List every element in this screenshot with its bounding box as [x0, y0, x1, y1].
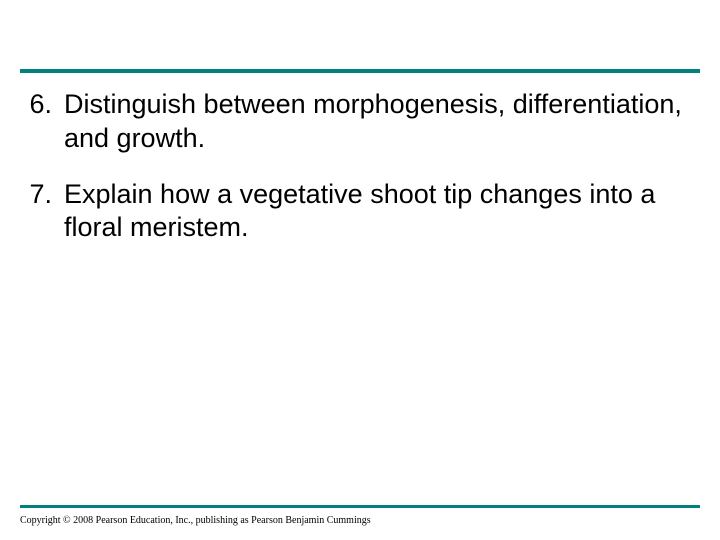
top-horizontal-rule	[20, 69, 700, 73]
copyright-text: Copyright © 2008 Pearson Education, Inc.…	[20, 515, 371, 526]
list-item-number: 6.	[20, 88, 64, 156]
list-item: 7. Explain how a vegetative shoot tip ch…	[20, 178, 690, 246]
list-item-text: Explain how a vegetative shoot tip chang…	[64, 178, 690, 246]
question-list: 6. Distinguish between morphogenesis, di…	[20, 88, 690, 267]
list-item-number: 7.	[20, 178, 64, 246]
list-item: 6. Distinguish between morphogenesis, di…	[20, 88, 690, 156]
list-item-text: Distinguish between morphogenesis, diffe…	[64, 88, 690, 156]
bottom-horizontal-rule	[20, 505, 700, 508]
